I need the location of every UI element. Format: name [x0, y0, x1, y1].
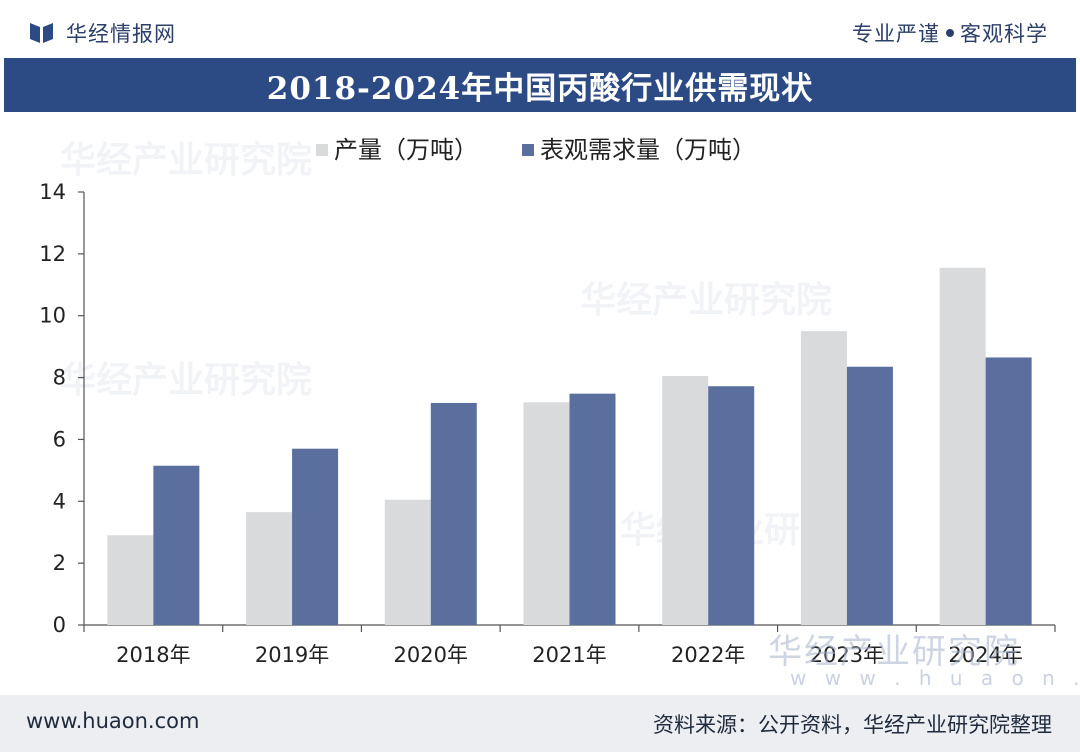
- bar-production: [384, 499, 431, 625]
- bar-demand: [430, 402, 477, 625]
- slogan-left: 专业严谨: [852, 22, 940, 46]
- top-bar: 华经情报网 专业严谨 客观科学: [0, 0, 1080, 58]
- bar-production: [246, 512, 293, 625]
- x-axis: 2018年 2019年 2020年 2021年 2022年 2023年 2024年: [83, 624, 1056, 667]
- legend-label-demand: 表观需求量（万吨）: [540, 136, 756, 164]
- bar-chart: 华经产业研究院 华经产业研究院 华经产业研究院 华经产业研究院 产量（万吨） 表…: [39, 136, 1056, 667]
- bar-demand: [292, 448, 339, 625]
- y-tick-label: 2: [53, 551, 66, 575]
- brand-name: 华经情报网: [66, 22, 176, 46]
- slogan: 专业严谨 客观科学: [852, 18, 1048, 48]
- bar-production: [662, 376, 709, 625]
- watermark-brand: 华经产业研究院: [768, 632, 1020, 672]
- footer-website-link[interactable]: www.huaon.com: [26, 709, 200, 733]
- watermark-text: 华经产业研究院: [60, 140, 312, 181]
- y-tick-label: 10: [39, 304, 66, 328]
- bar-production: [800, 331, 847, 625]
- bars: [107, 267, 1032, 625]
- watermark-text: 华经产业研究院: [580, 280, 832, 321]
- watermark-text: 华经产业研究院: [60, 360, 312, 401]
- footer-source: 资料来源：公开资料，华经产业研究院整理: [653, 713, 1052, 737]
- bar-production: [523, 402, 570, 625]
- chart-title: 2018-2024年中国丙酸行业供需现状: [266, 70, 814, 107]
- x-tick-label: 2023年: [810, 643, 884, 667]
- legend-label-production: 产量（万吨）: [334, 136, 478, 164]
- legend-swatch-demand: [522, 144, 534, 156]
- x-tick-label: 2024年: [948, 643, 1022, 667]
- bar-production: [107, 535, 154, 625]
- y-tick-label: 8: [53, 366, 66, 390]
- bar-production: [939, 267, 986, 625]
- legend: 产量（万吨） 表观需求量（万吨）: [316, 136, 756, 164]
- x-tick-label: 2020年: [394, 643, 468, 667]
- x-tick-label: 2022年: [671, 643, 745, 667]
- bar-demand: [708, 386, 755, 625]
- x-tick-label: 2021年: [532, 643, 606, 667]
- bar-demand: [153, 465, 200, 625]
- legend-swatch-production: [316, 144, 328, 156]
- x-tick-label: 2018年: [116, 643, 190, 667]
- bookmark-logo-icon: [30, 23, 53, 43]
- brand[interactable]: 华经情报网: [28, 18, 176, 48]
- slogan-right: 客观科学: [960, 22, 1048, 46]
- y-tick-label: 14: [39, 180, 66, 204]
- title-band: 2018-2024年中国丙酸行业供需现状: [4, 58, 1076, 112]
- bar-demand: [569, 393, 616, 625]
- y-tick-label: 0: [53, 613, 66, 637]
- y-axis: 0 2 4 6 8 10 12 14: [39, 180, 85, 637]
- y-tick-label: 4: [53, 489, 66, 513]
- footer: www.huaon.com 资料来源：公开资料，华经产业研究院整理: [0, 695, 1080, 752]
- bar-demand: [846, 366, 893, 625]
- watermark-url: w w w . h u a o n . c o m: [790, 666, 1080, 690]
- y-tick-label: 12: [39, 242, 66, 266]
- bar-demand: [985, 357, 1032, 625]
- slogan-dot-icon: [946, 29, 954, 37]
- x-tick-label: 2019年: [255, 643, 329, 667]
- y-tick-label: 6: [53, 427, 66, 451]
